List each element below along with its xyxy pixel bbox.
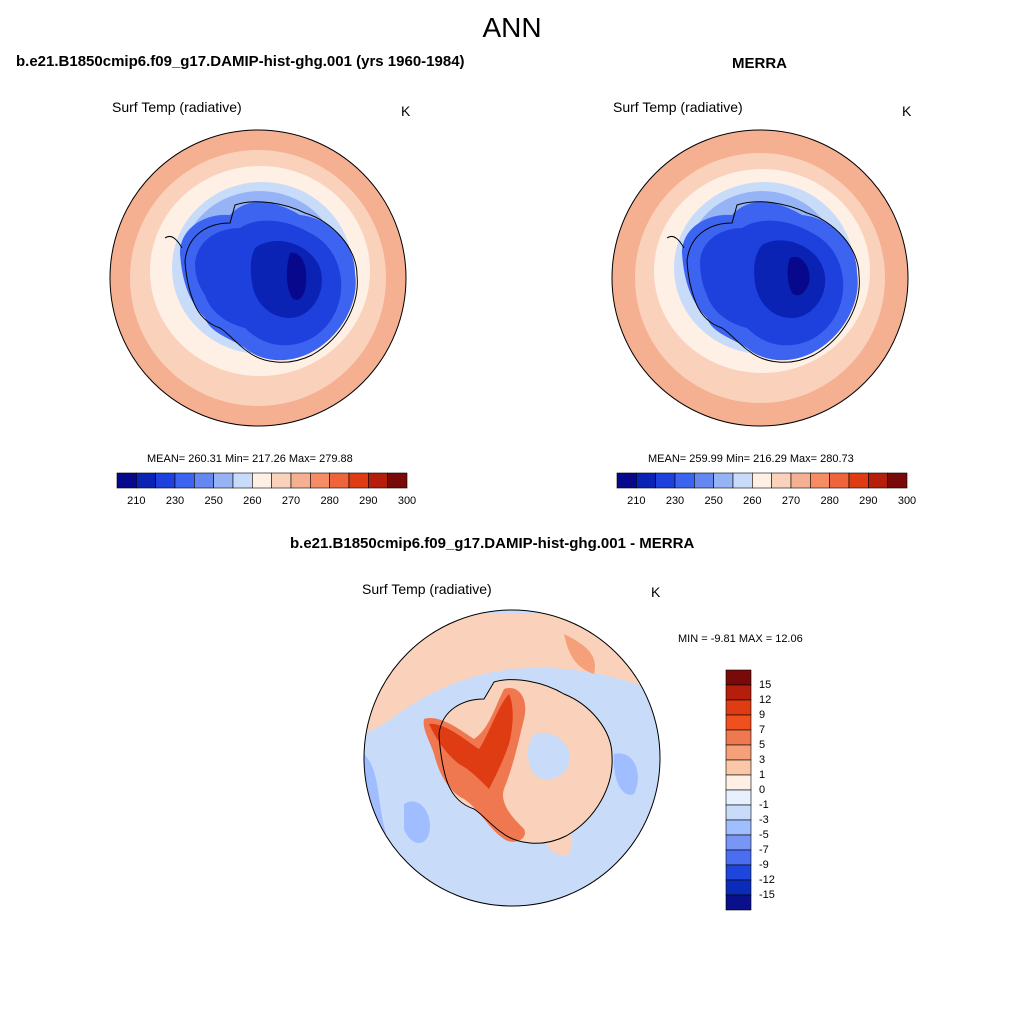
colorbar-swatch: [136, 472, 156, 489]
colorbar-swatch: [868, 472, 888, 489]
colorbar-tick-label: -1: [759, 799, 769, 811]
colorbar-tick-label: 290: [359, 495, 378, 507]
colorbar-tick-label: -12: [759, 874, 775, 886]
colorbar-swatch: [271, 472, 292, 489]
colorbar-swatch: [252, 472, 272, 489]
colorbar-swatch: [725, 759, 752, 776]
panel-1-stats: MEAN= 260.31 Min= 217.26 Max= 279.88: [147, 453, 353, 465]
colorbar-tick-label: -3: [759, 814, 769, 826]
panel-3-title: b.e21.B1850cmip6.f09_g17.DAMIP-hist-ghg.…: [290, 535, 695, 552]
colorbar-swatch: [232, 472, 253, 489]
colorbar-swatch: [725, 804, 752, 821]
colorbar-tick-label: 260: [243, 495, 262, 507]
panel-3-units: K: [651, 584, 661, 600]
figure-title: ANN: [482, 12, 542, 43]
panel-2-colorbar-ticks: 210 230 250 260 270 280 290 300: [617, 495, 916, 509]
colorbar-tick-label: 260: [743, 495, 762, 507]
colorbar-tick-label: -15: [759, 889, 775, 901]
colorbar-swatch: [725, 789, 752, 806]
colorbar-swatch: [725, 774, 752, 791]
colorbar-swatch: [329, 472, 350, 489]
colorbar-tick-label: 1: [759, 769, 766, 781]
colorbar-swatch: [771, 472, 792, 489]
colorbar-swatch: [387, 472, 408, 489]
colorbar-tick-label: 7: [759, 724, 766, 736]
colorbar-swatch: [732, 472, 753, 489]
colorbar-swatch: [790, 472, 811, 489]
panel-2-colorbar: [616, 472, 908, 489]
colorbar-swatch: [310, 472, 330, 489]
colorbar-swatch: [116, 472, 137, 489]
panel-1-map: [109, 129, 407, 427]
panel-1-variable: Surf Temp (radiative): [112, 99, 242, 115]
colorbar-swatch: [155, 472, 176, 489]
panel-1-units: K: [401, 103, 411, 119]
panel-3-colorbar-ticks: 15 12 9 7 5 3 1 0 -1 -3 -5 -7 -9 -12 -15: [759, 670, 799, 910]
colorbar-swatch: [213, 472, 234, 489]
colorbar-swatch: [725, 744, 752, 761]
colorbar-tick-label: 9: [759, 709, 766, 721]
colorbar-tick-label: 290: [859, 495, 878, 507]
panel-2-map: [611, 129, 909, 427]
colorbar-swatch: [829, 472, 850, 489]
panel-1-colorbar-ticks: 210 230 250 260 270 280 290 300: [117, 495, 416, 509]
panel-1-colorbar: [116, 472, 408, 489]
colorbar-swatch: [636, 472, 656, 489]
colorbar-swatch: [725, 684, 752, 701]
colorbar-tick-label: 230: [665, 495, 685, 507]
panel-2-variable: Surf Temp (radiative): [613, 99, 743, 115]
panel-3-map: [363, 609, 661, 907]
colorbar-swatch: [348, 472, 369, 489]
colorbar-swatch: [694, 472, 714, 489]
panel-3-colorbar: [725, 669, 752, 911]
colorbar-swatch: [725, 849, 752, 866]
colorbar-swatch: [655, 472, 676, 489]
colorbar-tick-label: 210: [627, 495, 646, 507]
colorbar-swatch: [194, 472, 214, 489]
colorbar-swatch: [725, 834, 752, 851]
colorbar-swatch: [752, 472, 772, 489]
colorbar-tick-label: -5: [759, 829, 769, 841]
colorbar-swatch: [725, 879, 752, 896]
colorbar-tick-label: 280: [320, 495, 339, 507]
colorbar-tick-label: 0: [759, 784, 766, 796]
colorbar-tick-label: 270: [781, 495, 801, 507]
colorbar-tick-label: 210: [127, 495, 146, 507]
colorbar-tick-label: 230: [165, 495, 185, 507]
colorbar-swatch: [848, 472, 869, 489]
colorbar-swatch: [725, 669, 752, 686]
colorbar-tick-label: 250: [204, 495, 223, 507]
colorbar-swatch: [674, 472, 695, 489]
colorbar-tick-label: 280: [820, 495, 839, 507]
colorbar-swatch: [810, 472, 830, 489]
colorbar-tick-label: 300: [897, 495, 917, 507]
colorbar-swatch: [713, 472, 734, 489]
colorbar-tick-label: 300: [397, 495, 417, 507]
colorbar-tick-label: -9: [759, 859, 769, 871]
colorbar-swatch: [887, 472, 908, 489]
colorbar-swatch: [725, 819, 752, 836]
colorbar-tick-label: 12: [759, 694, 772, 706]
colorbar-swatch: [174, 472, 195, 489]
colorbar-tick-label: 250: [704, 495, 723, 507]
colorbar-tick-label: 270: [281, 495, 301, 507]
panel-1-title: b.e21.B1850cmip6.f09_g17.DAMIP-hist-ghg.…: [16, 53, 465, 70]
panel-2-title: MERRA: [732, 55, 787, 72]
colorbar-swatch: [725, 864, 752, 881]
colorbar-swatch: [725, 729, 752, 746]
colorbar-swatch: [725, 714, 752, 731]
colorbar-tick-label: -7: [759, 844, 769, 856]
panel-2-units: K: [902, 103, 912, 119]
colorbar-swatch: [290, 472, 311, 489]
colorbar-swatch: [616, 472, 637, 489]
colorbar-swatch: [725, 699, 752, 716]
colorbar-tick-label: 3: [759, 754, 766, 766]
panel-3-stats: MIN = -9.81 MAX = 12.06: [678, 633, 803, 645]
panel-3-variable: Surf Temp (radiative): [362, 581, 492, 597]
panel-2-stats: MEAN= 259.99 Min= 216.29 Max= 280.73: [648, 453, 854, 465]
colorbar-swatch: [725, 894, 752, 911]
colorbar-tick-label: 15: [759, 679, 772, 691]
colorbar-swatch: [368, 472, 388, 489]
colorbar-tick-label: 5: [759, 739, 766, 751]
